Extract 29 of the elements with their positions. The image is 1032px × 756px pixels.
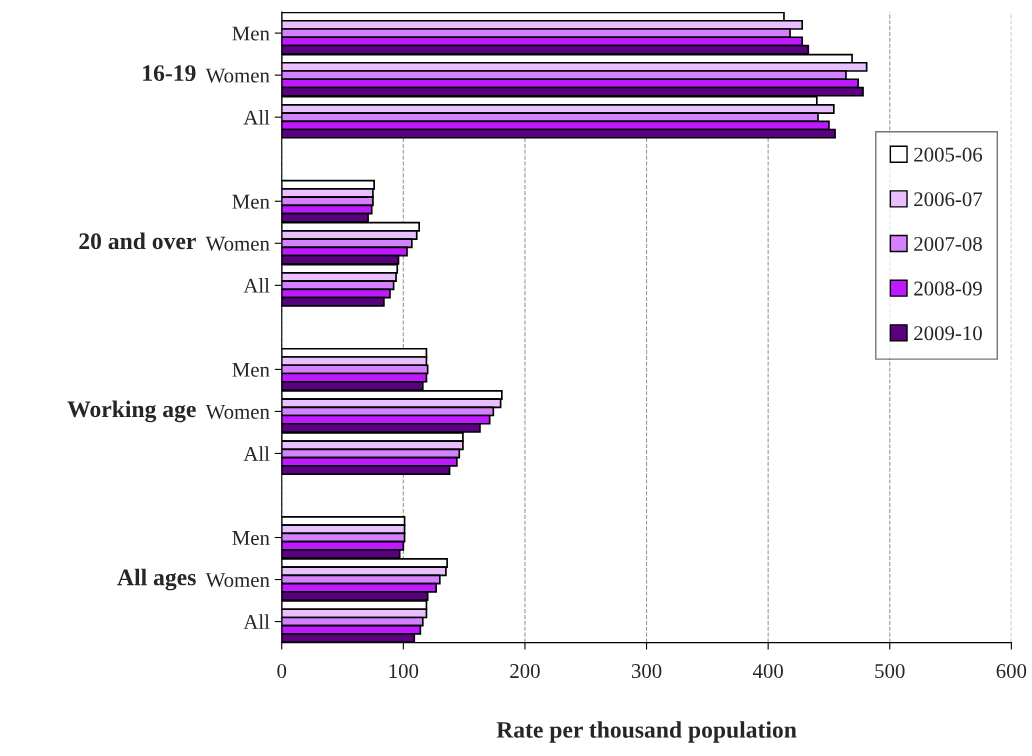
text: 16-19 bbox=[143, 65, 196, 82]
y-tick-label: All bbox=[243, 109, 270, 125]
x-tick-label: 100 bbox=[389, 664, 419, 679]
y-tick-label: Women bbox=[205, 405, 270, 419]
text: All ages bbox=[117, 568, 196, 591]
y-tick-label: All bbox=[243, 446, 270, 461]
text: 20 and over bbox=[79, 232, 196, 250]
legend-label: 2009-10 bbox=[914, 326, 982, 341]
x-tick-label: 0 bbox=[277, 664, 287, 679]
y-tick-label: All bbox=[243, 614, 270, 629]
x-tick-label: 400 bbox=[752, 664, 783, 679]
y-tick-label: Women bbox=[205, 68, 270, 83]
y-tick-label: All bbox=[243, 278, 270, 293]
y-tick-label: Women bbox=[205, 236, 270, 251]
x-tick-label: 600 bbox=[996, 664, 1027, 679]
y-tick-label: Men bbox=[232, 531, 270, 545]
legend-label: 2007-08 bbox=[914, 236, 982, 251]
y-tick-label: Men bbox=[232, 26, 270, 41]
x-tick-label: 500 bbox=[875, 664, 905, 679]
legend-label: 2006-07 bbox=[914, 192, 983, 207]
x-axis-title: Rate per thousand population bbox=[496, 721, 797, 743]
y-tick-label: Men bbox=[232, 362, 270, 377]
legend-label: 2005-06 bbox=[914, 147, 983, 162]
text: Working age bbox=[67, 400, 196, 423]
y-tick-label: Men bbox=[232, 194, 270, 209]
y-tick-label: Women bbox=[205, 573, 270, 588]
legend-label: 2008-09 bbox=[914, 281, 982, 296]
x-tick-label: 200 bbox=[510, 664, 540, 679]
x-tick-label: 300 bbox=[631, 664, 662, 679]
